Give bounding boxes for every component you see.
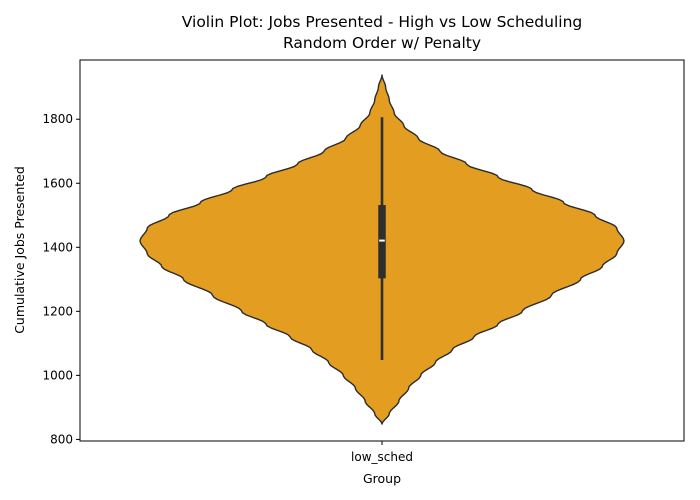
- iqr-box-low_sched: [378, 205, 386, 279]
- chart-title-line-2: Random Order w/ Penalty: [283, 34, 481, 52]
- y-tick-label-1600: 1600: [42, 176, 73, 190]
- y-tick-label-1400: 1400: [42, 240, 73, 254]
- y-axis: 800 1000 1200 1400 1600 1800: [42, 112, 80, 446]
- x-axis: low_sched: [351, 441, 413, 464]
- y-axis-label: Cumulative Jobs Presented: [12, 166, 27, 334]
- chart-title-line-1: Violin Plot: Jobs Presented - High vs Lo…: [182, 13, 583, 31]
- y-tick-label-800: 800: [50, 432, 73, 446]
- x-tick-label-low_sched: low_sched: [351, 450, 413, 464]
- plot-area: [139, 74, 625, 425]
- y-tick-label-1800: 1800: [42, 112, 73, 126]
- x-axis-label: Group: [363, 471, 401, 486]
- y-tick-label-1000: 1000: [42, 368, 73, 382]
- y-tick-label-1200: 1200: [42, 304, 73, 318]
